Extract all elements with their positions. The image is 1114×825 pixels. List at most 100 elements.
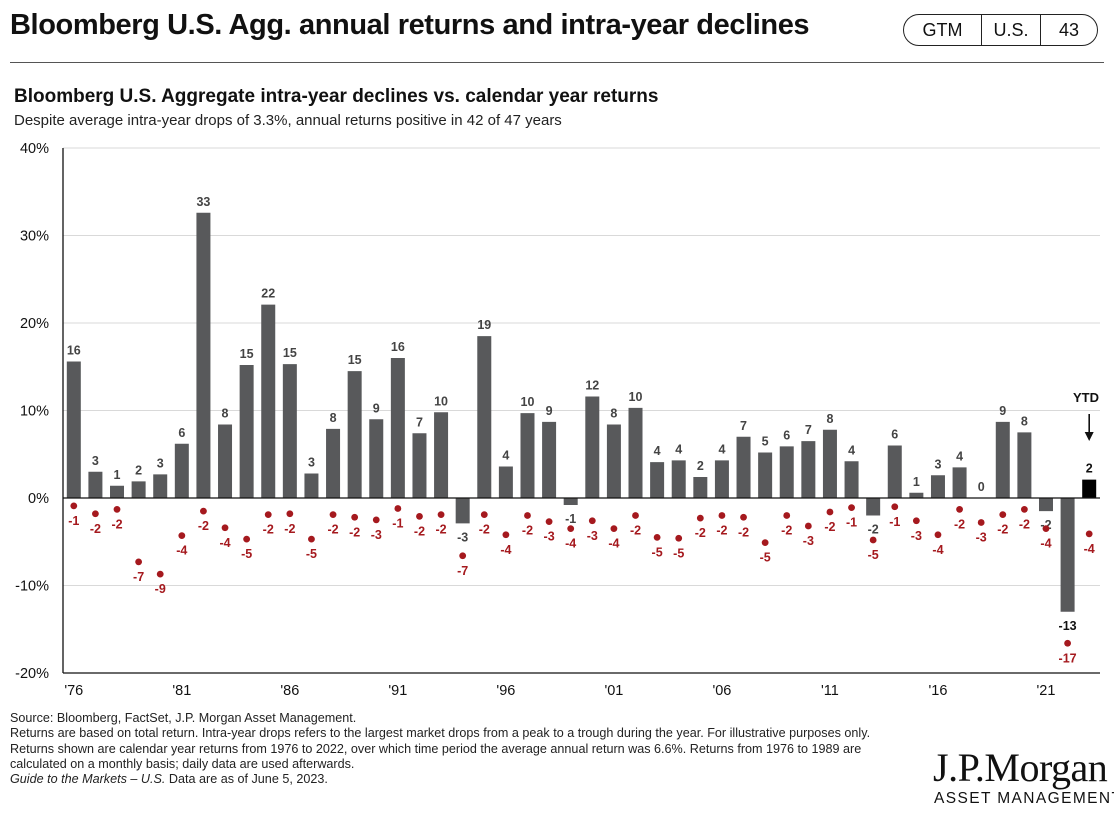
y-tick-label: 10% [20,404,49,420]
decline-label: -2 [695,526,706,540]
decline-dot [912,517,920,525]
return-bar [153,474,168,498]
return-label: -2 [868,523,879,537]
y-tick-label: 0% [28,491,49,507]
decline-label: -4 [176,544,187,558]
return-label: 4 [956,449,963,463]
return-bar [1082,479,1097,498]
return-bar [347,371,362,498]
return-label: -3 [457,530,468,544]
decline-dot [480,511,488,519]
decline-dot [545,518,553,526]
decline-dot [610,525,618,533]
return-label: 2 [697,459,704,473]
y-tick-label: 30% [20,229,49,245]
y-tick-label: -10% [15,579,49,595]
return-label: 7 [740,419,747,433]
return-bar [779,446,794,498]
return-bar [369,419,384,498]
decline-dot [459,552,467,560]
return-bar [822,429,837,498]
decline-dot [696,514,704,522]
decline-dot [264,511,272,519]
return-bar [930,475,945,498]
return-bar [174,443,189,498]
return-label: 2 [135,463,142,477]
return-label: 8 [610,407,617,421]
return-bar [844,461,859,498]
return-label: 4 [848,443,855,457]
return-label: 15 [348,353,362,367]
ytd-arrow-head [1084,432,1094,441]
return-label: 8 [330,411,337,425]
decline-dot [977,519,985,526]
decline-dot [200,507,207,515]
return-label: 6 [891,428,898,442]
footnote-guide-title: Guide to the Markets – U.S. [10,772,166,787]
decline-dot [999,511,1007,519]
decline-dot [243,535,251,543]
return-label: 8 [826,412,833,426]
decline-label: -4 [932,543,943,557]
decline-dot [92,510,99,518]
jpmorgan-logo: J.P.Morgan [933,745,1108,790]
return-label: 1 [114,468,121,482]
decline-label: -1 [889,515,900,529]
decline-label: -3 [976,531,987,545]
return-bar [606,424,621,498]
x-tick-label: '01 [604,683,623,699]
return-label: 8 [222,407,229,421]
decline-dot [394,505,402,512]
decline-label: -2 [414,524,425,538]
return-label: 3 [934,457,941,471]
badge-page-number: 43 [1058,19,1080,40]
return-bar [390,358,405,498]
decline-label: -4 [1084,542,1095,556]
return-bar [88,471,103,498]
return-label: 16 [67,344,81,358]
decline-dot [70,502,78,510]
return-bar [412,433,427,498]
decline-dot [1020,505,1028,513]
decline-dot [1085,530,1093,538]
chart-title: Bloomberg U.S. Aggregate intra-year decl… [14,86,659,107]
decline-dot [956,505,963,513]
return-label: 19 [477,318,491,332]
decline-dot [588,517,596,525]
return-label: 4 [654,444,661,458]
return-label: 1 [913,475,920,489]
decline-label: -2 [630,524,641,538]
decline-label: -7 [133,570,144,584]
decline-label: -5 [673,546,684,560]
return-bar [585,396,600,498]
return-bar [196,212,211,498]
return-bar [801,441,816,498]
decline-label: -1 [68,514,79,528]
return-bar [261,304,276,498]
return-bar [434,412,449,498]
decline-label: -5 [241,547,252,561]
return-bar [758,452,773,498]
decline-dot [740,513,747,521]
return-bar [628,407,643,498]
return-bar [693,477,708,498]
decline-dot [869,536,877,544]
return-bar [110,485,125,498]
decline-label: -2 [522,524,533,538]
x-tick-label: '76 [64,683,83,699]
return-label: 12 [585,379,599,393]
decline-label: -2 [716,524,727,538]
decline-dot [351,513,359,521]
decline-label: -2 [198,519,209,533]
return-bar [909,492,924,498]
return-label: 15 [283,346,297,360]
y-tick-label: 40% [20,141,49,157]
x-tick-label: '11 [821,683,839,699]
decline-label: -2 [90,522,101,536]
decline-label: -3 [371,528,382,542]
return-label: 4 [675,442,682,456]
return-label: 3 [92,454,99,468]
decline-dot [804,522,812,530]
return-label: 9 [999,404,1006,418]
return-label: 3 [308,456,315,470]
